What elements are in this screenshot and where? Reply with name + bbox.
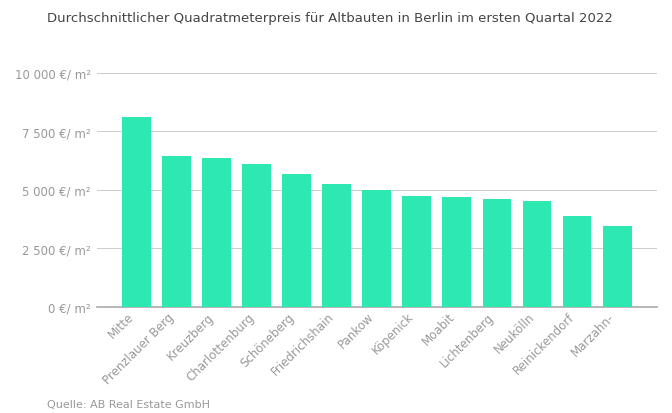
Bar [603, 227, 632, 307]
Bar [523, 202, 552, 307]
Bar [282, 174, 311, 307]
Bar [442, 197, 471, 307]
Bar [482, 199, 511, 307]
Bar [122, 118, 151, 307]
Text: Durchschnittlicher Quadratmeterpreis für Altbauten in Berlin im ersten Quartal 2: Durchschnittlicher Quadratmeterpreis für… [47, 12, 613, 25]
Bar [323, 185, 351, 307]
Bar [362, 191, 391, 307]
Bar [403, 197, 431, 307]
Text: Quelle: AB Real Estate GmbH: Quelle: AB Real Estate GmbH [47, 399, 210, 409]
Bar [562, 216, 591, 307]
Bar [242, 165, 271, 307]
Bar [162, 157, 191, 307]
Bar [202, 159, 231, 307]
